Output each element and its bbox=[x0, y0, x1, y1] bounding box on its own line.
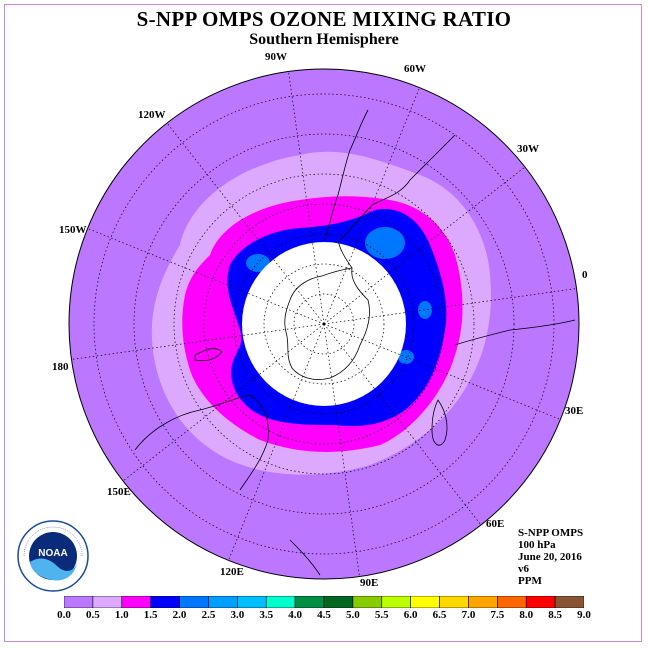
meridian-line bbox=[323, 323, 561, 420]
noaa-logo: NOAA bbox=[17, 520, 89, 592]
meridian-line bbox=[87, 228, 325, 325]
meridians bbox=[71, 71, 577, 577]
colorbar-swatch bbox=[265, 596, 296, 608]
lon-label-90e: 90E bbox=[360, 577, 379, 589]
map-title: S-NPP OMPS OZONE MIXING RATIO bbox=[136, 7, 512, 31]
meridian-line bbox=[323, 323, 360, 577]
coast-australia bbox=[134, 394, 269, 491]
colorbar-tick-label: 4.0 bbox=[288, 609, 302, 621]
coast-south-america-east bbox=[339, 134, 456, 241]
colorbar-swatch bbox=[468, 596, 498, 608]
colorbar-tick-label: 1.5 bbox=[143, 609, 158, 621]
coast-africa bbox=[454, 319, 576, 346]
colorbar-tick-label: 7.5 bbox=[490, 609, 505, 621]
info-level: 100 hPa bbox=[518, 539, 556, 551]
colorbar-swatch bbox=[150, 596, 180, 608]
colorbar-swatch bbox=[525, 596, 556, 608]
coast-antarctica bbox=[284, 267, 370, 380]
colorbar-swatch bbox=[121, 596, 151, 608]
colorbar-tick-label: 3.0 bbox=[230, 609, 245, 621]
colorbar-tick-label: 8.5 bbox=[548, 609, 562, 621]
info-version: v6 bbox=[518, 563, 529, 575]
meridian-line bbox=[166, 122, 325, 325]
colorbar-swatch bbox=[381, 596, 411, 608]
meridian-line bbox=[323, 87, 420, 325]
colorbar-tick-label: 2.0 bbox=[172, 609, 187, 621]
colorbar-tick-label: 8.0 bbox=[519, 609, 534, 621]
colorbar-swatch bbox=[439, 596, 469, 608]
colorbar-tick-label: 3.5 bbox=[259, 609, 274, 621]
lon-label-60e: 60E bbox=[486, 518, 505, 530]
meridian-line bbox=[323, 288, 577, 325]
meridian-line bbox=[122, 323, 325, 482]
colorbar-swatch bbox=[237, 596, 267, 608]
colorbar-tick-label: 6.5 bbox=[432, 609, 447, 621]
meridian-line bbox=[288, 71, 325, 325]
colorbar-tick-label: 9.0 bbox=[577, 609, 591, 621]
lon-label-0: 0 bbox=[582, 269, 588, 281]
meridian-line bbox=[228, 323, 325, 561]
coastlines bbox=[134, 109, 576, 576]
colorbar-tick-label: 5.0 bbox=[346, 609, 360, 621]
south-pole-marker bbox=[322, 322, 326, 326]
map-border bbox=[68, 68, 580, 580]
info-satellite: S-NPP OMPS bbox=[518, 527, 584, 539]
colorbar-swatch bbox=[410, 596, 440, 608]
colorbar-swatch bbox=[497, 596, 527, 608]
lon-label-150w: 150W bbox=[59, 224, 87, 236]
colorbar-swatch bbox=[179, 596, 209, 608]
lon-label-120w: 120W bbox=[138, 109, 166, 121]
colorbar-swatch bbox=[64, 596, 94, 608]
colorbar-tick-label: 5.5 bbox=[374, 609, 389, 621]
meridian-line bbox=[71, 323, 325, 360]
band-2.0-2.5-a bbox=[365, 227, 405, 259]
colorbar-tick-label: 1.0 bbox=[114, 609, 129, 621]
coast-new-zealand bbox=[194, 348, 223, 362]
meridian-line bbox=[323, 323, 482, 526]
colorbar-tick-label: 0.0 bbox=[57, 609, 71, 621]
colorbar bbox=[64, 596, 584, 608]
coast-antarctic-peninsula bbox=[337, 239, 353, 269]
info-unit: PPM bbox=[518, 575, 542, 587]
colorbar-tick-label: 4.5 bbox=[317, 609, 331, 621]
colorbar-swatch bbox=[92, 596, 123, 608]
figure-frame bbox=[4, 4, 642, 642]
lon-label-30e: 30E bbox=[565, 405, 584, 417]
lon-label-30w: 30W bbox=[517, 143, 539, 155]
band-2.0-2.5-c bbox=[418, 301, 432, 319]
lon-label-180: 180 bbox=[52, 361, 69, 373]
colorbar-tick-label: 6.0 bbox=[403, 609, 418, 621]
lon-label-60w: 60W bbox=[404, 63, 426, 75]
colorbar-swatch bbox=[554, 596, 584, 608]
info-date: June 20, 2016 bbox=[518, 551, 582, 563]
lon-label-90w: 90W bbox=[265, 51, 287, 63]
coast-south-america bbox=[324, 109, 369, 241]
graticule bbox=[93, 93, 555, 555]
colorbar-swatch bbox=[294, 596, 325, 608]
coast-madagascar bbox=[431, 399, 448, 446]
lon-label-150e: 150E bbox=[107, 486, 131, 498]
colorbar-tick-label: 0.5 bbox=[86, 609, 100, 621]
colorbar-tick-label: 7.0 bbox=[461, 609, 476, 621]
colorbar-swatch bbox=[352, 596, 383, 608]
noaa-logo-text: NOAA bbox=[38, 548, 67, 559]
meridian-line bbox=[323, 166, 526, 325]
colorbar-tick-label: 2.5 bbox=[201, 609, 216, 621]
coast-indonesia bbox=[289, 539, 321, 576]
lon-label-120e: 120E bbox=[220, 566, 244, 578]
colorbar-swatch bbox=[208, 596, 238, 608]
map-subtitle: Southern Hemisphere bbox=[249, 31, 399, 48]
colorbar-swatch bbox=[323, 596, 354, 608]
